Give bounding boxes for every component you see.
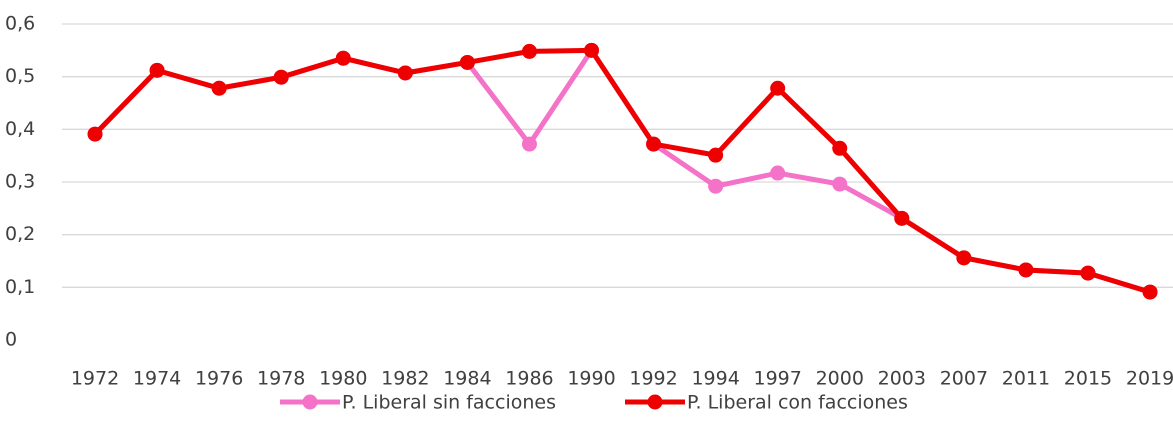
x-tick-label: 1986 xyxy=(505,368,553,390)
legend-label: P. Liberal sin facciones xyxy=(342,392,556,414)
marker xyxy=(646,136,662,152)
marker xyxy=(273,69,289,85)
marker xyxy=(584,42,600,58)
x-tick-label: 2003 xyxy=(878,368,926,390)
x-tick-label: 1972 xyxy=(71,368,119,390)
marker xyxy=(397,65,413,81)
legend-marker xyxy=(647,394,663,410)
x-tick-label: 1980 xyxy=(319,368,367,390)
x-tick-label: 1976 xyxy=(195,368,243,390)
line xyxy=(93,47,1151,295)
marker xyxy=(459,54,475,70)
marker xyxy=(87,126,103,142)
x-tick-label: 2007 xyxy=(940,368,988,390)
marker xyxy=(149,62,165,78)
marker xyxy=(894,210,910,226)
x-tick-label: 1990 xyxy=(567,368,615,390)
marker xyxy=(770,80,786,96)
marker xyxy=(521,136,537,152)
marker xyxy=(1142,284,1158,300)
y-tick-label: 0,4 xyxy=(5,118,35,140)
x-tick-label: 1997 xyxy=(754,368,802,390)
y-tick-label: 0,1 xyxy=(5,276,35,298)
x-tick-label: 1994 xyxy=(691,368,739,390)
x-tick-label: 1982 xyxy=(381,368,429,390)
x-tick-label: 2015 xyxy=(1064,368,1112,390)
marker xyxy=(1080,265,1096,281)
marker xyxy=(832,176,848,192)
marker xyxy=(211,80,227,96)
marker xyxy=(770,165,786,181)
series xyxy=(87,42,1158,300)
y-tick-label: 0,6 xyxy=(5,13,35,35)
y-tick-label: 0 xyxy=(5,329,17,351)
x-tick-label: 1974 xyxy=(133,368,181,390)
marker xyxy=(335,50,351,66)
marker xyxy=(708,147,724,163)
x-tick-label: 2019 xyxy=(1126,368,1173,390)
line xyxy=(93,47,1151,295)
x-tick-label: 1984 xyxy=(443,368,491,390)
marker xyxy=(708,178,724,194)
legend-marker xyxy=(302,394,318,410)
y-tick-label: 0,3 xyxy=(5,171,35,193)
legend-label: P. Liberal con facciones xyxy=(687,392,908,414)
x-tick-label: 1978 xyxy=(257,368,305,390)
marker xyxy=(832,140,848,156)
x-tick-label: 2000 xyxy=(816,368,864,390)
marker xyxy=(1018,262,1034,278)
x-tick-label: 1992 xyxy=(629,368,677,390)
marker xyxy=(521,43,537,59)
y-tick-label: 0,2 xyxy=(5,223,35,245)
y-tick-label: 0,5 xyxy=(5,65,35,87)
x-tick-label: 2011 xyxy=(1002,368,1050,390)
marker xyxy=(956,250,972,266)
